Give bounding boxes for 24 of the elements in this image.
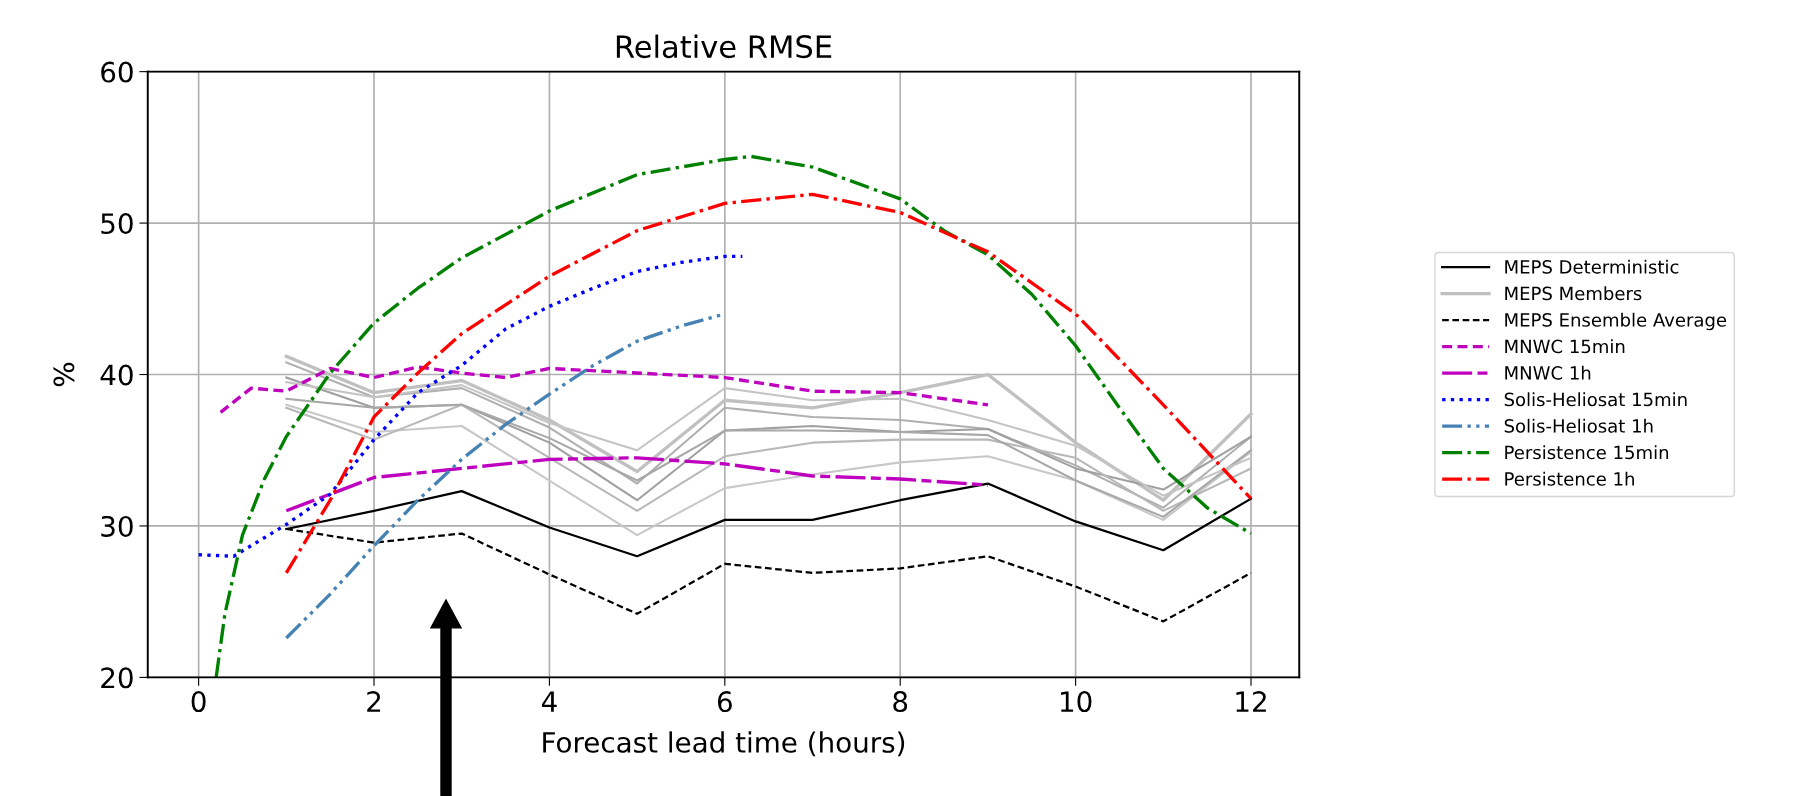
y-tick-label: 20 (101, 667, 133, 689)
legend-label: MEPS Members (1505, 286, 1642, 301)
legend-label: MEPS Deterministic (1505, 259, 1679, 274)
legend-label: MNWC 1h (1505, 365, 1591, 380)
legend-label: Persistence 1h (1505, 471, 1634, 486)
chart-title: Relative RMSE (616, 34, 832, 59)
x-tick-label: 12 (1236, 691, 1266, 712)
y-axis-title: % (53, 362, 75, 387)
legend-label: MNWC 15min (1505, 339, 1625, 354)
x-tick-label: 0 (191, 691, 206, 713)
y-tick-label: 40 (100, 364, 133, 386)
y-tick-label: 30 (101, 515, 133, 537)
y-tick-label: 60 (101, 61, 133, 83)
legend-label: Persistence 15min (1505, 445, 1669, 460)
x-tick-label: 6 (717, 691, 732, 713)
x-axis-title: Forecast lead time (hours) (543, 731, 905, 757)
x-tick-label: 2 (367, 691, 381, 712)
legend-label: Solis-Heliosat 1h (1504, 418, 1653, 433)
x-tick-label: 10 (1060, 691, 1092, 713)
y-tick-label: 50 (101, 213, 133, 235)
x-tick-label: 8 (893, 691, 908, 713)
x-tick-label: 4 (541, 691, 557, 712)
legend-label: MEPS Ensemble Average (1505, 312, 1727, 331)
legend-label: Solis-Heliosat 15min (1504, 392, 1687, 407)
